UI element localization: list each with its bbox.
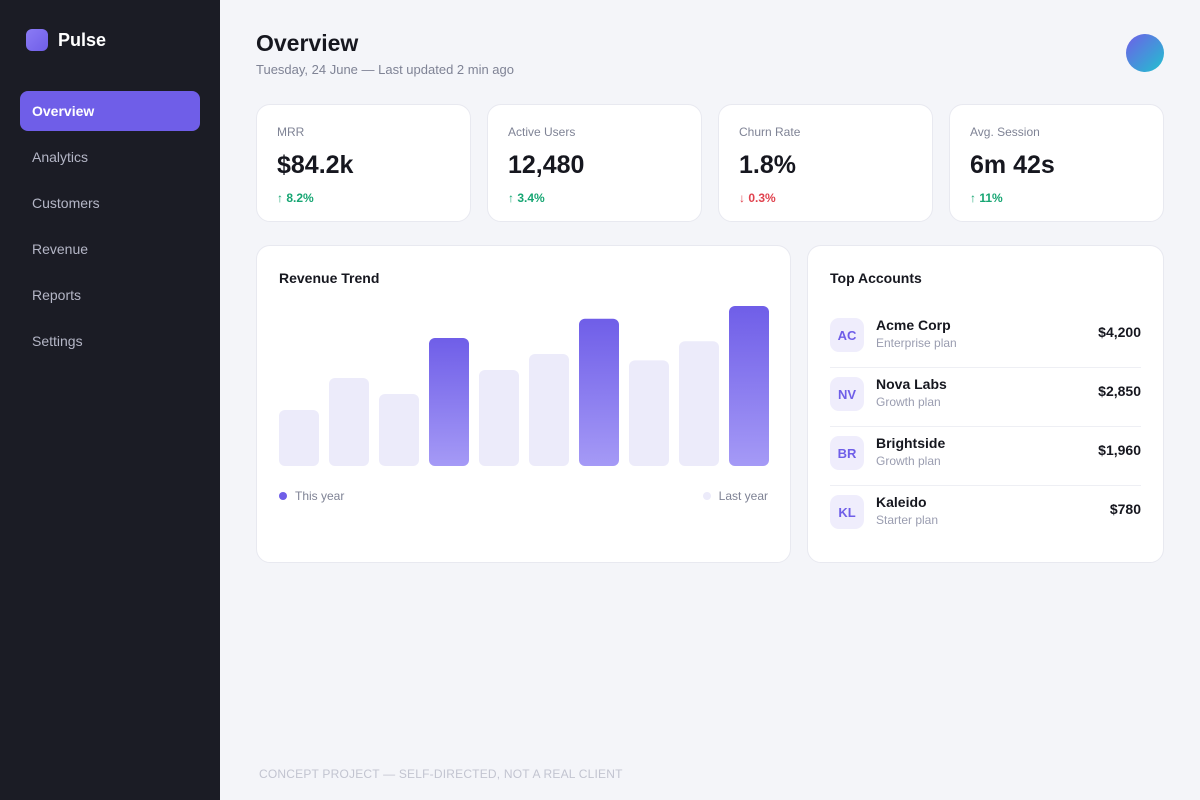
page-subtitle: Tuesday, 24 June — Last updated 2 min ag… xyxy=(256,62,515,77)
page-title: Overview xyxy=(256,30,359,56)
chart-bar-5 xyxy=(479,370,519,466)
chart-bar-6 xyxy=(529,354,569,466)
top-accounts-title: Top Accounts xyxy=(830,270,922,286)
account-plan: Growth plan xyxy=(876,454,941,468)
stat-label: MRR xyxy=(277,125,305,139)
chart-bar-7 xyxy=(579,318,619,466)
chart-bar-10 xyxy=(729,306,769,466)
avatar[interactable] xyxy=(1126,34,1164,72)
stat-label: Avg. Session xyxy=(970,125,1040,139)
brand[interactable]: Pulse xyxy=(26,29,106,51)
chart-bar-3 xyxy=(379,394,419,466)
account-amount: $2,850 xyxy=(1098,383,1141,399)
account-amount: $4,200 xyxy=(1098,324,1141,340)
stat-card-avg-session: Avg. Session 6m 42s ↑ 11% xyxy=(949,104,1164,222)
sidebar-item-customers[interactable]: Customers xyxy=(32,195,100,211)
revenue-trend-panel: Revenue Trend This year Last year xyxy=(256,245,791,563)
account-plan: Growth plan xyxy=(876,395,941,409)
sidebar-item-settings[interactable]: Settings xyxy=(32,333,83,349)
legend-label-last-year: Last year xyxy=(718,489,768,503)
sidebar: Pulse Overview Analytics Customers Reven… xyxy=(0,0,220,800)
legend-label-this-year: This year xyxy=(295,489,345,503)
stat-card-mrr: MRR $84.2k ↑ 8.2% xyxy=(256,104,471,222)
account-amount: $1,960 xyxy=(1098,442,1141,458)
sidebar-item-reports[interactable]: Reports xyxy=(32,287,82,303)
account-amount: $780 xyxy=(1109,501,1141,517)
legend-last-year: Last year xyxy=(702,489,768,503)
stat-delta: ↑ 11% xyxy=(970,191,1003,205)
brand-name: Pulse xyxy=(58,29,107,50)
top-accounts-panel: Top Accounts AC Acme Corp Enterprise pla… xyxy=(807,245,1164,563)
account-plan: Enterprise plan xyxy=(876,336,957,350)
sidebar-item-revenue[interactable]: Revenue xyxy=(32,241,89,257)
chart-bar-2 xyxy=(329,378,369,466)
account-name: Acme Corp xyxy=(876,317,951,333)
list-item[interactable]: BR Brightside Growth plan $1,960 xyxy=(830,427,1141,486)
sidebar-nav: Overview Analytics Customers Revenue Rep… xyxy=(20,91,200,367)
account-name: Brightside xyxy=(876,435,946,451)
legend-dot-last-year-icon xyxy=(702,492,711,500)
chart-bar-4 xyxy=(429,338,469,466)
stat-delta: ↑ 3.4% xyxy=(508,191,545,205)
accounts-list: AC Acme Corp Enterprise plan $4,200 NV N… xyxy=(830,309,1141,545)
account-name: Nova Labs xyxy=(876,376,947,392)
revenue-chart xyxy=(279,306,769,466)
stat-value: 6m 42s xyxy=(970,151,1055,179)
stat-card-active-users: Active Users 12,480 ↑ 3.4% xyxy=(487,104,702,222)
stat-delta: ↑ 8.2% xyxy=(277,191,314,205)
stat-value: 12,480 xyxy=(508,151,585,179)
stat-delta: ↓ 0.3% xyxy=(739,191,776,205)
legend-dot-this-year-icon xyxy=(279,492,287,500)
account-initials: KL xyxy=(830,495,864,529)
chart-bar-8 xyxy=(629,360,669,466)
account-name: Kaleido xyxy=(876,494,927,510)
sidebar-item-overview[interactable]: Overview xyxy=(20,91,200,131)
account-plan: Starter plan xyxy=(876,513,939,527)
stat-card-churn-rate: Churn Rate 1.8% ↓ 0.3% xyxy=(718,104,933,222)
list-item[interactable]: AC Acme Corp Enterprise plan $4,200 xyxy=(830,309,1141,368)
list-item[interactable]: KL Kaleido Starter plan $780 xyxy=(830,486,1141,545)
legend-this-year: This year xyxy=(279,489,344,503)
revenue-trend-title: Revenue Trend xyxy=(279,270,380,286)
account-initials: NV xyxy=(830,377,864,411)
account-initials: BR xyxy=(830,436,864,470)
sidebar-item-analytics[interactable]: Analytics xyxy=(32,149,89,165)
brand-logo-icon xyxy=(26,29,48,51)
list-item[interactable]: NV Nova Labs Growth plan $2,850 xyxy=(830,368,1141,427)
stat-value: $84.2k xyxy=(277,151,354,179)
account-initials: AC xyxy=(830,318,864,352)
stat-label: Active Users xyxy=(508,125,576,139)
stat-label: Churn Rate xyxy=(739,125,801,139)
footer-note: CONCEPT PROJECT — SELF-DIRECTED, NOT A R… xyxy=(259,767,623,781)
chart-bar-9 xyxy=(679,341,719,466)
chart-bar-1 xyxy=(279,410,319,466)
stat-value: 1.8% xyxy=(739,151,796,179)
